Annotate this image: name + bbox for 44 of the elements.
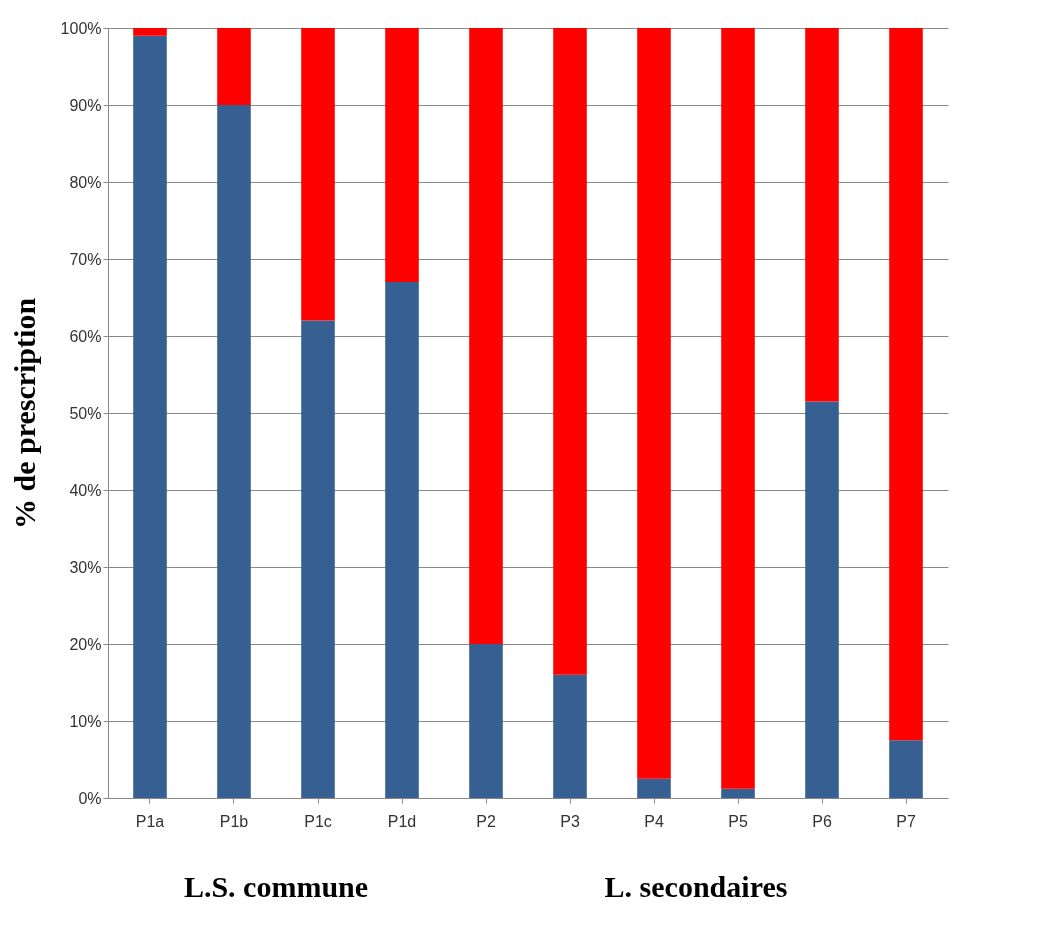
bar bbox=[133, 28, 167, 36]
y-tick-label: 60% bbox=[69, 327, 102, 345]
x-tick-label: P7 bbox=[896, 812, 916, 830]
bar bbox=[637, 28, 671, 779]
x-tick-label: P1c bbox=[304, 812, 332, 830]
bar bbox=[637, 778, 671, 798]
text: L. secondaires bbox=[604, 870, 788, 903]
bar bbox=[721, 28, 755, 789]
x-tick-label: P5 bbox=[728, 812, 748, 830]
bar bbox=[469, 644, 503, 798]
bar bbox=[301, 320, 335, 798]
y-tick-label: 20% bbox=[69, 635, 102, 653]
bar bbox=[301, 28, 335, 321]
x-tick-label: P1d bbox=[387, 812, 417, 830]
bar bbox=[385, 282, 419, 798]
y-tick-label: 30% bbox=[69, 558, 102, 576]
bar bbox=[385, 28, 419, 283]
bar bbox=[217, 105, 251, 798]
x-tick-label: P1b bbox=[219, 812, 249, 830]
x-tick-label: P3 bbox=[560, 812, 580, 830]
y-tick-label: 40% bbox=[69, 481, 102, 499]
y-tick-label: 80% bbox=[69, 173, 102, 191]
text: L.S. commune bbox=[183, 870, 369, 903]
y-tick-label: 70% bbox=[69, 250, 102, 268]
bar bbox=[889, 28, 923, 741]
y-tick-label: 100% bbox=[60, 19, 102, 37]
x-tick-label: P2 bbox=[476, 812, 496, 830]
bar bbox=[889, 740, 923, 798]
y-tick-label: 90% bbox=[69, 96, 102, 114]
x-tick-label: P6 bbox=[812, 812, 832, 830]
bar bbox=[217, 28, 251, 105]
bar bbox=[469, 28, 503, 644]
bar bbox=[553, 28, 587, 675]
bar bbox=[805, 401, 839, 798]
bar bbox=[553, 674, 587, 798]
y-tick-label: 50% bbox=[69, 404, 102, 422]
y-axis-title: % de prescription bbox=[7, 297, 41, 530]
bar bbox=[721, 788, 755, 798]
bar bbox=[133, 35, 167, 798]
bar bbox=[805, 28, 839, 402]
x-tick-label: P1a bbox=[135, 812, 165, 830]
y-tick-label: 0% bbox=[78, 789, 102, 807]
x-tick-label: P4 bbox=[644, 812, 664, 830]
y-tick-label: 10% bbox=[69, 712, 102, 730]
